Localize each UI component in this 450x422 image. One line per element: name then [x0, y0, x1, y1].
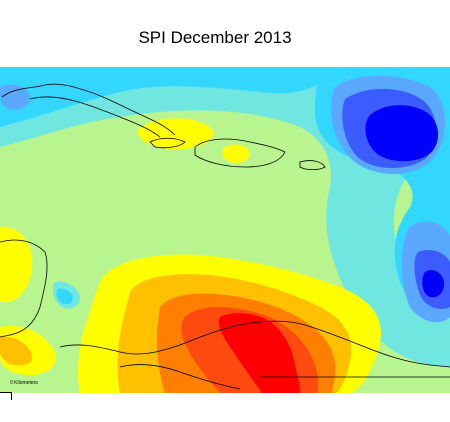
- very-wet-core-southeast: [422, 270, 445, 298]
- central-america-coastline: [0, 239, 48, 338]
- scale-label: 0 Kilometers: [10, 380, 38, 386]
- moist-spot-west: [0, 84, 31, 110]
- hispaniola-coastline: [194, 138, 286, 168]
- mild-dry-spot-hispaniola: [222, 144, 250, 163]
- very-wet-core: [365, 105, 439, 162]
- cuba-south-coastline: [29, 96, 161, 138]
- map-title: SPI December 2013: [138, 28, 292, 47]
- extreme-dry-core: [218, 313, 300, 393]
- frame-corner-vertical: [11, 392, 12, 400]
- south-america-coastline: [59, 320, 450, 368]
- jamaica-coastline: [149, 137, 186, 149]
- frame-corner-horizontal: [0, 392, 12, 393]
- spi-map: [0, 67, 450, 393]
- coastlines: [0, 83, 450, 390]
- mild-moist-spot-central: [56, 288, 73, 305]
- mild-dry-zone-west: [0, 226, 33, 302]
- mild-moist-zone-north: [0, 67, 340, 127]
- spi-map-canvas: [0, 67, 450, 393]
- cuba-coastline: [1, 83, 176, 136]
- puerto-rico-coastline: [299, 160, 326, 171]
- inland-border: [119, 364, 241, 390]
- moderate-dry-zone-southwest: [0, 336, 33, 366]
- mild-dry-zone-north: [137, 118, 214, 150]
